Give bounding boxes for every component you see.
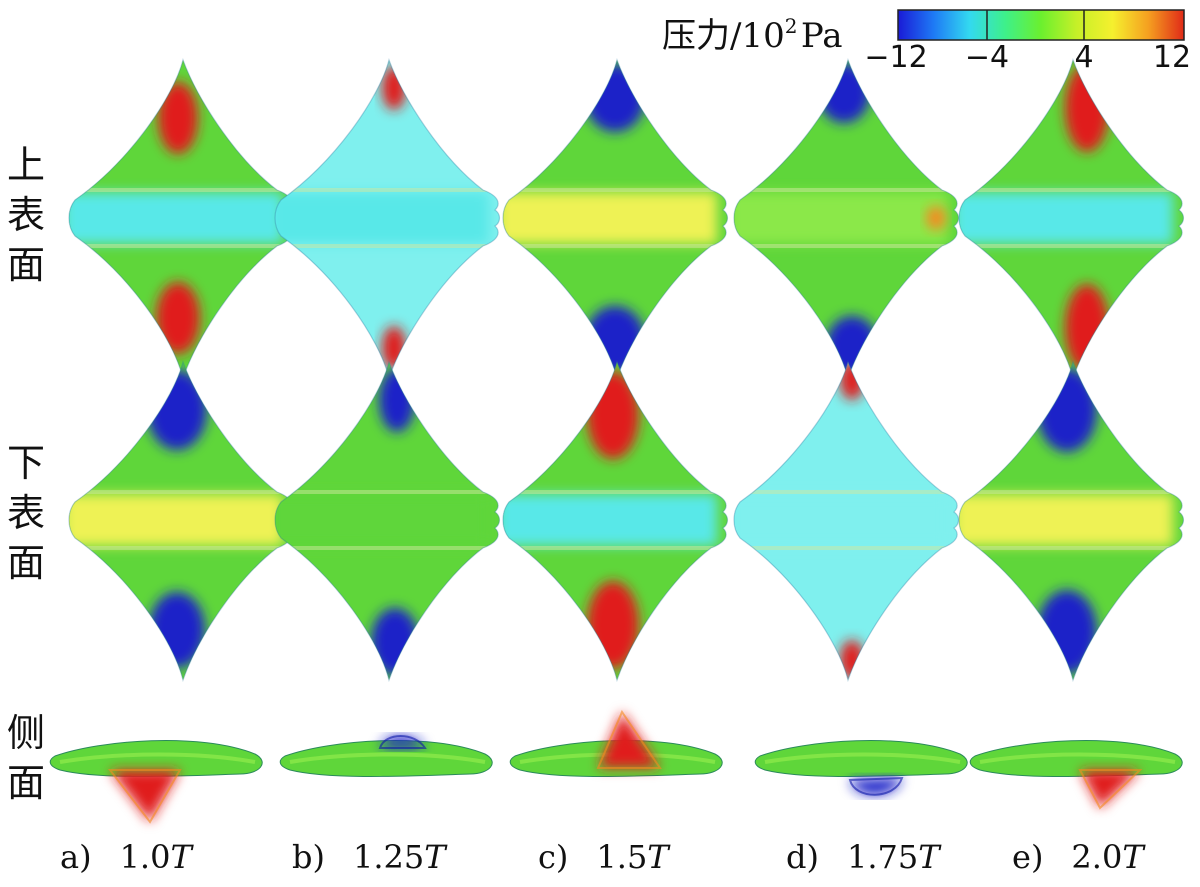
caption-d-number: 1.75: [846, 838, 919, 876]
side-view-fin-4: [850, 778, 902, 795]
lower-center-band-2: [275, 494, 489, 546]
row-label-lower-char-1: 下: [6, 441, 45, 485]
lower-tip-patch-2-1: [379, 368, 415, 432]
lower-center-band-4: [734, 494, 948, 546]
caption-e-unit: T: [1122, 838, 1144, 876]
colorbar-title-prefix: 压力/10: [662, 16, 785, 56]
side-view-body-4: [754, 740, 968, 796]
colorbar-title: 压力/102 Pa: [662, 8, 842, 57]
upper-tip-patch-3-2: [585, 306, 645, 374]
colorbar-title-unit: Pa: [800, 16, 843, 56]
colorbar-bar: [897, 9, 1185, 41]
lower-surface-body-2: [274, 360, 501, 683]
caption-a-letter: a): [60, 838, 92, 876]
upper-tip-patch-5-1: [1065, 64, 1109, 152]
colorbar-tick-2: −4: [964, 40, 1010, 75]
upper-center-band-1: [69, 192, 283, 244]
row-label-upper-char-1: 上: [6, 143, 45, 187]
caption-c-unit: T: [647, 838, 669, 876]
side-view-hull-4: [754, 740, 968, 777]
caption-d-unit: T: [918, 838, 940, 876]
lower-center-band-3: [503, 494, 717, 546]
lower-surface-body-4: [733, 360, 960, 683]
lower-tip-patch-3-2: [587, 581, 639, 669]
side-view-hull-1: [49, 740, 263, 777]
upper-surface-body-1: [68, 58, 295, 381]
upper-surface-body-4: [733, 58, 960, 381]
caption-b-number: 1.25: [352, 838, 425, 876]
caption-a-number: 1.0: [119, 838, 171, 876]
colorbar-tick-3: 4: [1074, 40, 1094, 75]
side-view-fin-1: [110, 770, 180, 822]
upper-tip-patch-1-1: [158, 82, 198, 154]
caption-d-letter: d): [786, 838, 819, 876]
lower-surface-body-5: [958, 360, 1185, 683]
lower-center-band-1: [69, 494, 283, 546]
colorbar-tick-4: 12: [1152, 40, 1192, 75]
side-view-body-1: [49, 740, 263, 824]
upper-surface-body-5: [958, 58, 1185, 381]
lower-tip-patch-1-1: [147, 370, 207, 450]
lower-surface-body-1: [68, 360, 295, 683]
caption-b-letter: b): [292, 838, 325, 876]
upper-tip-patch-4-3: [926, 206, 946, 230]
side-view-body-2: [279, 735, 493, 777]
side-view-fin-3: [598, 712, 660, 768]
caption-d: d) 1.75T: [786, 838, 940, 876]
row-label-upper-char-3: 面: [6, 243, 45, 287]
upper-center-band-3: [503, 192, 717, 244]
upper-tip-patch-5-2: [1065, 284, 1109, 372]
caption-c: c) 1.5T: [538, 838, 669, 876]
colorbar-tick-1: −12: [864, 40, 928, 75]
caption-a-unit: T: [170, 838, 192, 876]
colorbar-title-exponent: 2: [784, 14, 798, 38]
row-label-side-char-2: 面: [6, 761, 45, 805]
side-view-body-3: [509, 709, 723, 777]
upper-center-band-4: [734, 192, 948, 244]
row-label-upper-surface: 上 表 面: [6, 140, 46, 290]
row-label-side-view: 侧 面: [6, 708, 46, 808]
caption-e-number: 2.0: [1071, 838, 1123, 876]
lower-tip-patch-3-1: [587, 371, 639, 459]
caption-c-number: 1.5: [596, 838, 648, 876]
upper-tip-patch-1-2: [156, 282, 200, 354]
lower-tip-patch-1-2: [149, 592, 205, 668]
upper-tip-patch-3-1: [585, 64, 645, 132]
row-label-upper-char-2: 表: [6, 193, 45, 237]
row-label-side-char-1: 侧: [6, 711, 45, 755]
lower-tip-patch-4-2: [840, 640, 864, 680]
side-view-body-5: [969, 740, 1183, 810]
caption-b-unit: T: [424, 838, 446, 876]
upper-center-band-2: [275, 192, 489, 244]
caption-e-letter: e): [1012, 838, 1044, 876]
row-label-lower-char-3: 面: [6, 541, 45, 585]
upper-surface-body-2: [274, 58, 501, 381]
caption-e: e) 2.0T: [1012, 838, 1144, 876]
caption-a: a) 1.0T: [60, 838, 192, 876]
side-view-hull-5: [969, 740, 1183, 777]
row-label-lower-char-2: 表: [6, 491, 45, 535]
lower-center-band-5: [959, 494, 1173, 546]
upper-center-band-5: [959, 192, 1173, 244]
row-label-lower-surface: 下 表 面: [6, 438, 46, 588]
lower-surface-body-3: [502, 360, 729, 683]
caption-b: b) 1.25T: [292, 838, 446, 876]
upper-surface-body-3: [502, 58, 729, 381]
caption-c-letter: c): [538, 838, 569, 876]
colorbar: [897, 9, 1185, 41]
